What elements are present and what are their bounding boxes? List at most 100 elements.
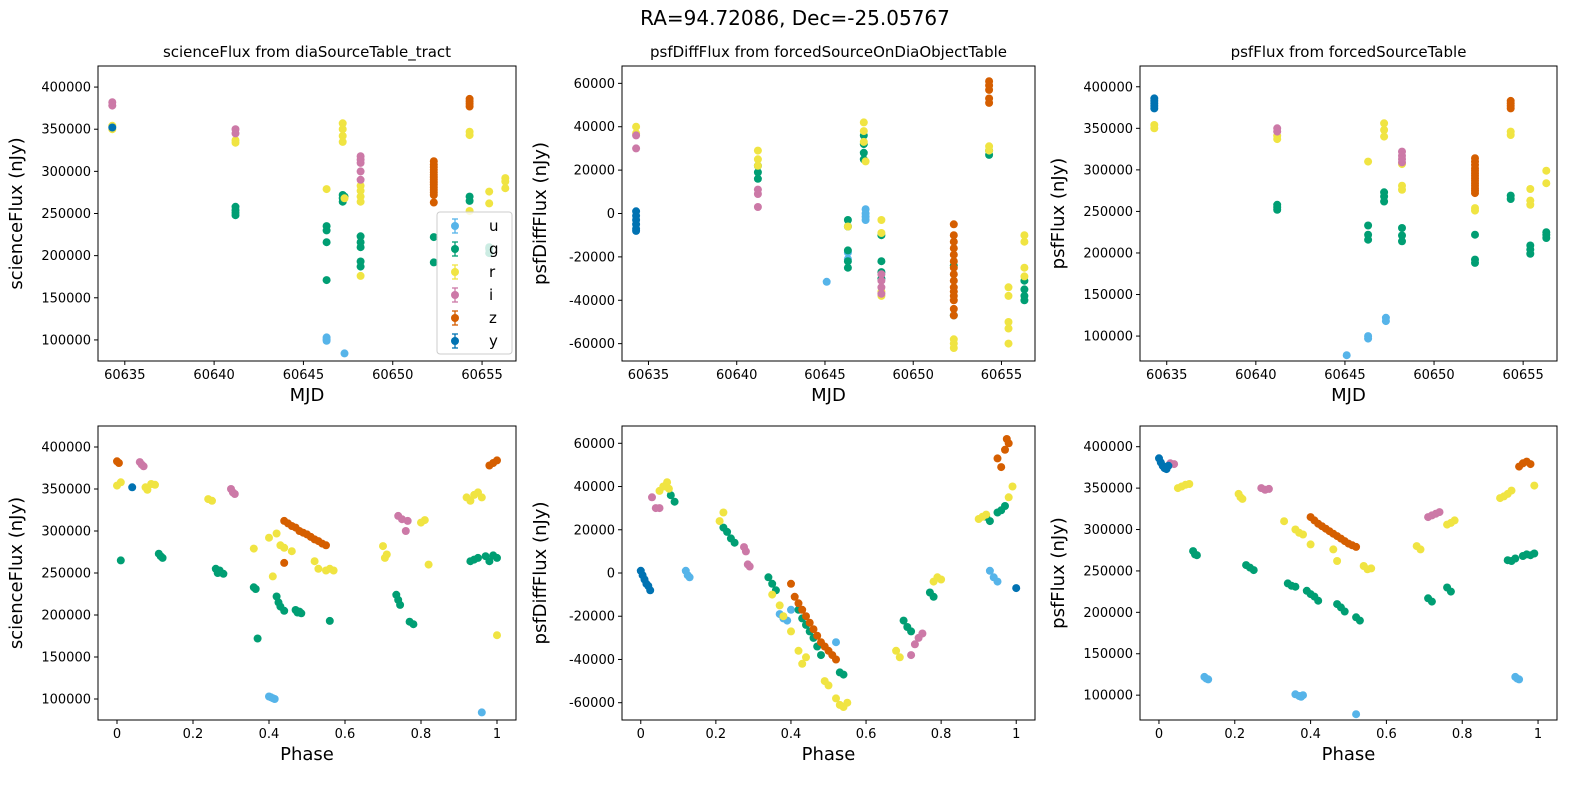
data-point-r <box>272 529 281 538</box>
x-tick-label: 60650 <box>893 368 934 383</box>
x-axis-label: MJD <box>1331 385 1366 406</box>
data-point-r <box>287 547 296 556</box>
data-point-g <box>839 670 848 679</box>
data-point-r <box>379 542 387 551</box>
data-point-u <box>1381 317 1390 326</box>
data-point-z <box>985 98 994 107</box>
data-point-r <box>1530 481 1539 490</box>
data-point-r <box>143 485 152 494</box>
data-point-u <box>822 277 831 286</box>
data-point-r <box>779 612 788 621</box>
x-tick-label: 60635 <box>1146 368 1187 383</box>
data-point-g <box>356 243 365 252</box>
legend-label-y: y <box>489 332 498 350</box>
data-point-u <box>861 216 870 224</box>
legend-marker-r <box>451 268 459 276</box>
data-point-g <box>1398 231 1406 240</box>
data-point-z <box>114 459 123 467</box>
x-axis-label: Phase <box>802 744 856 765</box>
x-tick-label: 0.2 <box>1224 727 1245 742</box>
data-point-r <box>1333 557 1342 565</box>
data-point-y <box>1164 461 1173 470</box>
data-point-z <box>429 198 438 207</box>
data-point-i <box>910 640 919 649</box>
data-point-r <box>1506 131 1515 139</box>
chart-panel-1: 60635 60640 60645 60650 60655 100000 150000 200… <box>6 43 517 406</box>
data-point-g <box>322 276 331 285</box>
data-point-u <box>993 577 1002 586</box>
y-tick-label: 250000 <box>1083 205 1133 220</box>
data-point-z <box>813 631 822 640</box>
y-axis-label: psfFlux (nJy) <box>1048 517 1069 629</box>
data-point-u <box>787 605 795 614</box>
data-point-r <box>1008 482 1017 491</box>
y-tick-label: 20000 <box>574 523 615 538</box>
data-point-g <box>666 491 675 500</box>
data-point-r <box>1542 166 1551 175</box>
data-point-g <box>219 569 228 578</box>
data-point-z <box>949 304 958 313</box>
data-point-y <box>632 226 641 235</box>
y-tick-label: 0 <box>607 567 615 582</box>
data-point-g <box>1364 221 1373 230</box>
data-point-u <box>1299 691 1307 700</box>
y-tick-label: 200000 <box>41 249 91 264</box>
legend-label-z: z <box>489 309 497 327</box>
data-point-g <box>843 246 852 255</box>
axes-frame <box>621 65 1036 362</box>
data-point-r <box>775 601 784 610</box>
data-point-r <box>877 216 886 224</box>
x-tick-label: 60640 <box>193 368 234 383</box>
data-point-i <box>1398 158 1406 167</box>
data-point-g <box>843 216 852 224</box>
data-point-r <box>1329 545 1338 554</box>
x-tick-label: 60655 <box>981 368 1022 383</box>
data-point-g <box>907 627 916 636</box>
x-tick-label: 60655 <box>461 368 502 383</box>
data-point-g <box>251 585 260 593</box>
data-point-g <box>1192 551 1201 560</box>
y-axis-label: psfDiffFlux (nJy) <box>530 502 551 645</box>
x-tick-label: 0.6 <box>856 727 877 742</box>
data-point-r <box>424 560 433 569</box>
data-point-g <box>429 233 438 242</box>
data-point-z <box>1002 435 1011 443</box>
data-point-g <box>493 553 501 562</box>
chart-panel-5: 0 0.2 0.4 0.6 0.8 1 -60000 -40000 -20000 0 20000 40… <box>530 425 1036 765</box>
data-point-z <box>949 296 958 305</box>
data-point-r <box>1380 119 1389 128</box>
y-tick-label: 300000 <box>41 525 91 540</box>
data-point-r <box>859 137 868 146</box>
data-point-i <box>907 651 916 660</box>
data-point-g <box>322 238 331 247</box>
data-point-r <box>420 516 429 525</box>
x-tick-label: 60645 <box>283 368 324 383</box>
data-point-i <box>877 283 886 292</box>
x-axis-label: Phase <box>280 744 334 765</box>
data-point-g <box>764 573 773 582</box>
data-point-r <box>265 533 273 542</box>
data-point-r <box>280 543 289 552</box>
y-tick-label: 400000 <box>1083 440 1133 455</box>
axes-frame <box>1139 65 1558 362</box>
data-point-i <box>401 527 410 535</box>
data-point-r <box>832 694 840 703</box>
data-point-z <box>949 231 958 240</box>
y-tick-label: -20000 <box>569 250 615 265</box>
legend-marker-u <box>451 222 459 230</box>
x-tick-label: 60635 <box>628 368 669 383</box>
data-point-y <box>128 483 137 492</box>
data-point-r <box>949 344 958 352</box>
y-tick-label: 250000 <box>41 207 91 222</box>
y-tick-label: 100000 <box>1083 330 1133 345</box>
data-point-g <box>1380 197 1389 206</box>
data-point-z <box>280 558 289 567</box>
data-point-r <box>1398 185 1406 194</box>
legend-label-u: u <box>489 217 499 235</box>
data-point-z <box>949 237 958 246</box>
data-point-r <box>1306 540 1315 549</box>
data-point-u <box>1515 675 1524 684</box>
data-point-r <box>338 137 347 146</box>
